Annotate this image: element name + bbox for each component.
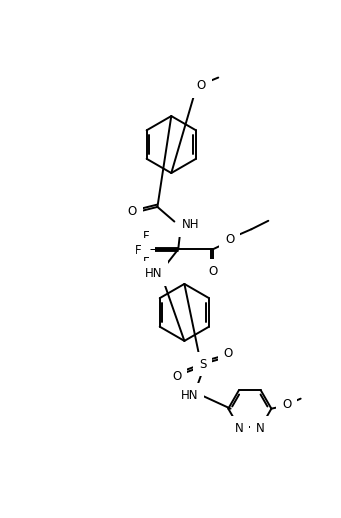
Text: O: O	[208, 265, 218, 278]
Text: F: F	[143, 256, 149, 269]
Text: O: O	[128, 205, 137, 218]
Text: F: F	[135, 243, 142, 256]
Text: N: N	[235, 422, 243, 435]
Text: O: O	[282, 398, 292, 411]
Text: O: O	[225, 233, 235, 246]
Text: NH: NH	[182, 218, 199, 231]
Text: S: S	[199, 357, 207, 370]
Text: HN: HN	[181, 389, 198, 402]
Text: O: O	[197, 79, 206, 92]
Text: O: O	[224, 347, 233, 359]
Text: F: F	[143, 229, 149, 242]
Text: O: O	[172, 370, 181, 383]
Text: HN: HN	[145, 267, 162, 280]
Text: N: N	[256, 422, 265, 435]
